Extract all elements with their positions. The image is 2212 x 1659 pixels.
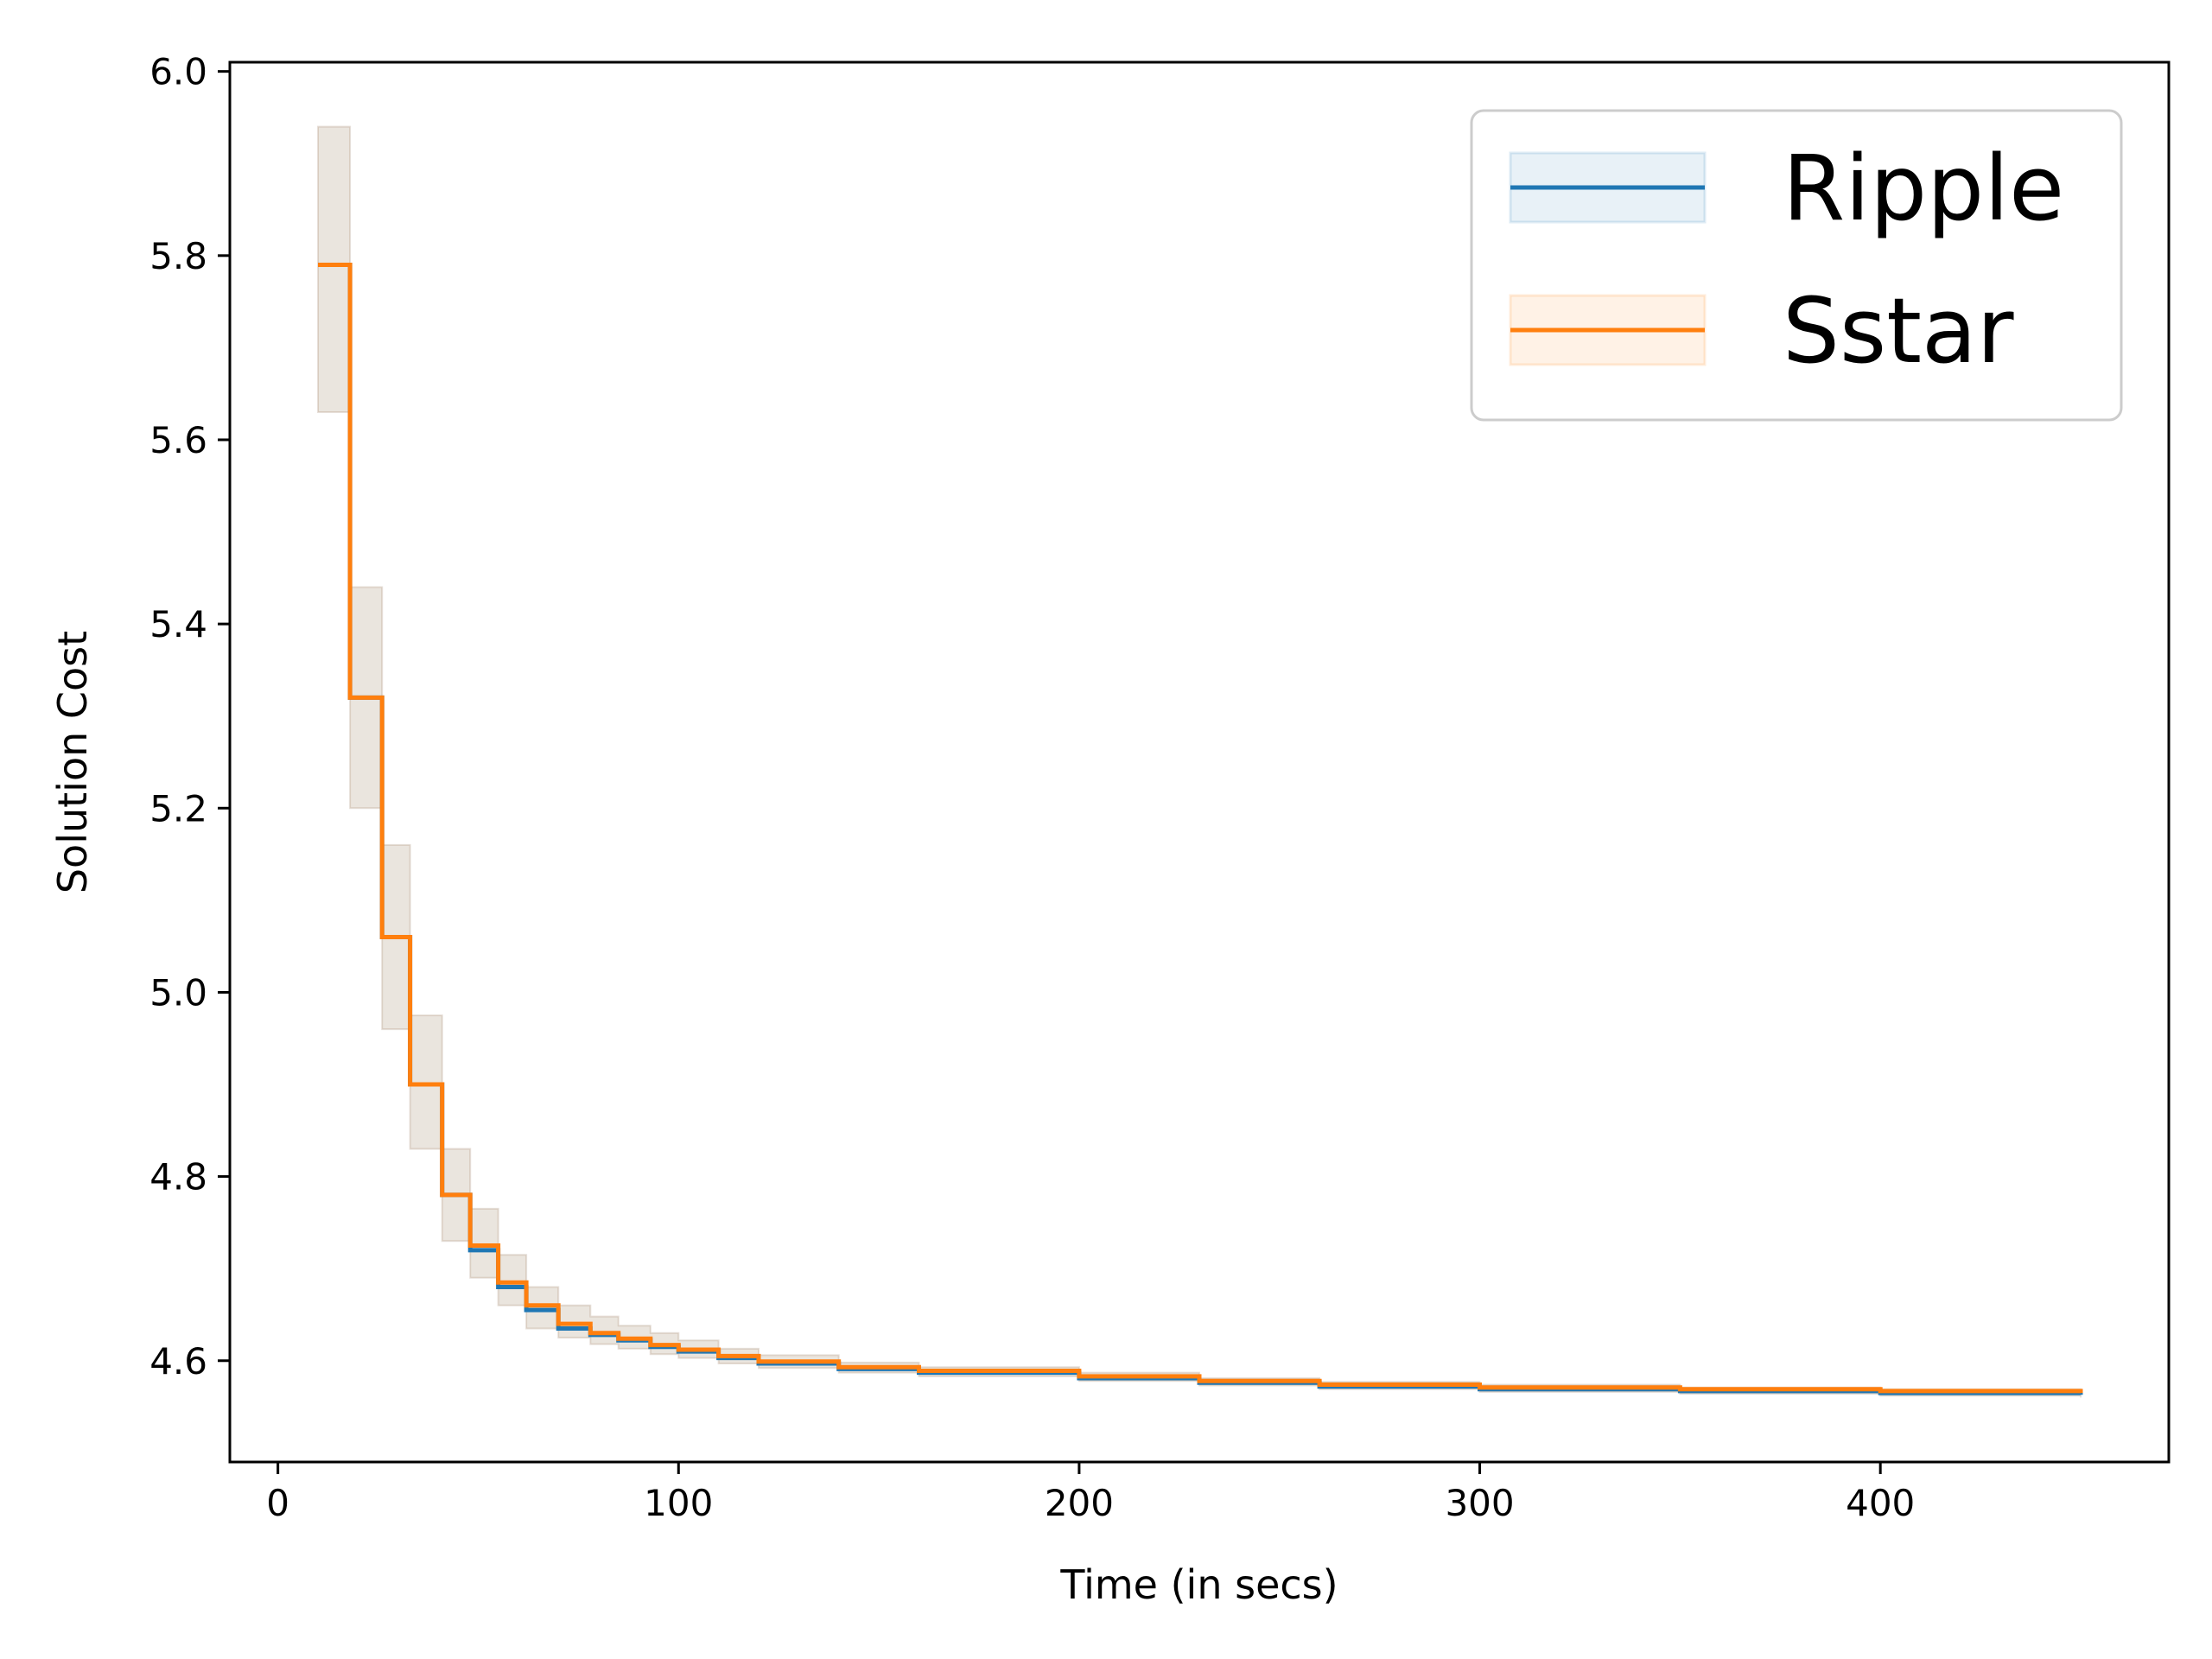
y-tick-label-5-4: 5.4 — [149, 603, 207, 645]
y-tick-label-5-8: 5.8 — [149, 235, 207, 277]
plot-frame — [228, 60, 2171, 1464]
band-ripple — [317, 125, 2082, 1398]
y-tick-label-4-8: 4.8 — [149, 1156, 207, 1198]
x-tick-label-400: 400 — [1846, 1482, 1915, 1524]
x-tick-label-300: 300 — [1445, 1482, 1514, 1524]
y-axis-label: Solution Cost — [49, 631, 96, 893]
series-lines — [318, 263, 2083, 1395]
legend: Ripple Sstar — [1470, 109, 2123, 422]
confidence-bands — [317, 125, 2082, 1398]
x-tick-label-100: 100 — [644, 1482, 713, 1524]
y-tick-label-4-6: 4.6 — [149, 1340, 207, 1382]
legend-label-ripple: Ripple — [1783, 136, 2064, 241]
x-axis-label: Time (in secs) — [1059, 1561, 1338, 1608]
band-sstar — [317, 125, 2082, 1398]
y-tick-label-6: 6.0 — [149, 51, 207, 93]
legend-label-sstar: Sstar — [1783, 278, 2014, 384]
y-tick-label-5-6: 5.6 — [149, 419, 207, 461]
y-axis: 4.6 4.8 5.0 5.2 5.4 5.6 5.8 6.0 — [149, 51, 230, 1382]
series-line-sstar — [318, 263, 2083, 1394]
x-tick-label-0: 0 — [266, 1482, 289, 1524]
x-axis: 0 100 200 300 400 — [266, 1462, 1915, 1524]
x-tick-label-200: 200 — [1045, 1482, 1114, 1524]
y-tick-label-5: 5.0 — [149, 971, 207, 1014]
y-tick-label-5-2: 5.2 — [149, 787, 207, 830]
